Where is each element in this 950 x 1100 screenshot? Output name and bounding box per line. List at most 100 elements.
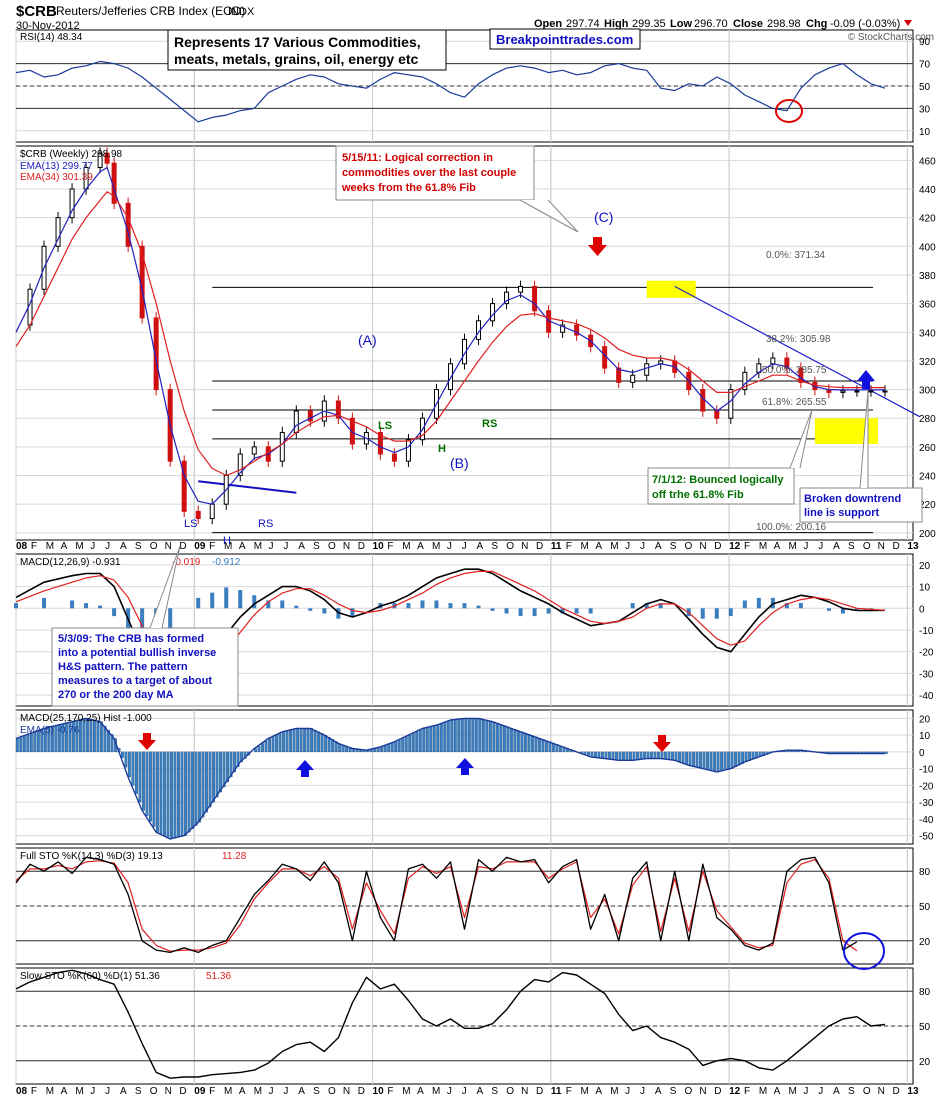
macd-long-hist-bar xyxy=(615,751,618,760)
macd-long-hist-bar xyxy=(460,718,464,753)
x-tick-label-1: A xyxy=(417,1086,424,1097)
price-candle xyxy=(518,285,524,293)
price-tick-label: 400 xyxy=(919,242,936,253)
hs-note-line3: H&S pattern. The pattern xyxy=(58,661,188,673)
commodities-note-line1: Represents 17 Various Commodities, xyxy=(174,34,421,50)
macd-hist-bar xyxy=(588,608,593,614)
macd-long-hist-bar xyxy=(467,718,471,753)
macd-long-hist-bar xyxy=(639,751,643,760)
x-tick-label-1: A xyxy=(61,1086,68,1097)
x-tick-label-0: A xyxy=(833,541,840,552)
macd-hist-bar xyxy=(756,597,761,609)
x-tick-label-0: M xyxy=(759,541,767,552)
x-tick-label-1: D xyxy=(714,1086,721,1097)
macd-long-tick-label: -20 xyxy=(919,781,934,792)
price-tick-label: 460 xyxy=(919,156,936,167)
fib-label-100: 100.0%: 200.16 xyxy=(756,522,826,533)
watermark: © StockCharts.com xyxy=(848,32,934,43)
macd-long-hist-bar xyxy=(625,751,629,761)
rsi-tick-label: 10 xyxy=(919,127,931,138)
commodities-note-box xyxy=(167,29,447,71)
macd-long-hist-bar xyxy=(593,751,597,758)
macd-tick-label: -20 xyxy=(919,648,934,659)
macd-long-tick-label: 10 xyxy=(919,731,931,742)
symbol: $CRB xyxy=(16,3,57,20)
price-candle xyxy=(55,217,61,247)
macd-long-hist-bar xyxy=(96,720,100,753)
macd-long-hist-bar xyxy=(159,751,163,835)
x-tick-label-1: A xyxy=(655,1086,662,1097)
price-tick-label: 240 xyxy=(919,472,936,483)
x-tick-label-0: N xyxy=(165,541,172,552)
price-candle xyxy=(405,439,411,462)
x-tick-label-1: J xyxy=(640,1086,645,1097)
price-candle xyxy=(447,363,453,391)
x-tick-label-0: F xyxy=(387,541,393,552)
x-tick-label-0: A xyxy=(595,541,602,552)
macd-long-hist-bar xyxy=(240,751,243,763)
x-tick-label-0: 11 xyxy=(551,541,562,552)
x-tick-label-0: A xyxy=(655,541,662,552)
macd-long-hist-bar xyxy=(450,719,454,753)
hs-note-pointer xyxy=(149,545,181,629)
high-value: 299.35 xyxy=(632,18,666,30)
full-sto-tick-label: 50 xyxy=(919,902,931,913)
macd-long-hist-bar xyxy=(327,737,331,753)
macd-long-tick-label: 0 xyxy=(919,748,925,759)
price-candle xyxy=(560,324,566,333)
macd-long-hist-bar xyxy=(208,751,212,808)
slow-sto-tick-label: 50 xyxy=(919,1022,931,1033)
macd-long-hist-bar xyxy=(198,751,201,823)
slow-sto-legend: Slow STO %K(60) %D(1) 51.36 xyxy=(20,971,160,982)
x-tick-label-0: M xyxy=(224,541,232,552)
macd-hist-bar xyxy=(490,608,495,611)
macd-long-hist-bar xyxy=(236,751,240,768)
x-tick-label-0: S xyxy=(848,541,855,552)
macd-hist-bar xyxy=(266,600,271,609)
fib-label-618: 61.8%: 265.55 xyxy=(762,397,827,408)
commodities-note-line2: meats, metals, grains, oil, energy etc xyxy=(174,51,419,67)
macd-long-hist-bar xyxy=(678,751,681,762)
price-candle xyxy=(377,432,383,455)
macd-long-hist-bar xyxy=(152,751,156,827)
hs-note-box xyxy=(51,627,239,707)
x-tick-label-1: D xyxy=(536,1086,543,1097)
correction-note-pointer xyxy=(519,199,579,233)
macd-long-hist-bar xyxy=(471,718,475,753)
macd-long-hist-bar xyxy=(317,731,321,753)
price-candle xyxy=(574,324,580,336)
macd-long-hist-bar xyxy=(650,751,653,759)
macd-long-hist-bar xyxy=(320,733,324,753)
x-tick-label-1: N xyxy=(343,1086,350,1097)
price-candle xyxy=(251,446,257,455)
slow-sto-d-legend: 51.36 xyxy=(206,971,231,982)
price-candle xyxy=(391,453,397,462)
wave-b-label: (B) xyxy=(450,455,469,471)
macd-legend: MACD(12,26,9) -0.931 xyxy=(20,557,121,568)
macd-hist-bar xyxy=(322,608,327,614)
correction-note-line1: 5/15/11: Logical correction in xyxy=(342,152,493,164)
macd-hist-bar xyxy=(434,600,439,609)
macd-hist-bar xyxy=(406,603,411,609)
price-candle xyxy=(293,410,299,434)
price-tick-label: 440 xyxy=(919,185,936,196)
x-tick-label-1: M xyxy=(789,1086,797,1097)
x-tick-label-1: J xyxy=(269,1086,274,1097)
x-tick-label-1: F xyxy=(209,1086,215,1097)
x-tick-label-1: J xyxy=(462,1086,467,1097)
x-tick-label-1: D xyxy=(358,1086,365,1097)
price-tick-label: 220 xyxy=(919,500,936,511)
macd-long-hist-bar xyxy=(408,734,412,753)
price-tick-label: 320 xyxy=(919,357,936,368)
macd-long-hist-bar xyxy=(26,734,30,753)
macd-long-hist-bar xyxy=(141,751,145,811)
ema13-legend: EMA(13) 299.77 xyxy=(20,161,93,172)
macd-long-hist-bar xyxy=(481,719,485,753)
price-candle xyxy=(630,374,636,383)
ema34-line xyxy=(15,191,885,477)
x-tick-label-0: N xyxy=(878,541,885,552)
macd-hist-bar xyxy=(294,605,299,609)
x-tick-label-0: A xyxy=(298,541,305,552)
macd-hist-bar xyxy=(210,592,215,609)
x-tick-label-1: M xyxy=(581,1086,589,1097)
